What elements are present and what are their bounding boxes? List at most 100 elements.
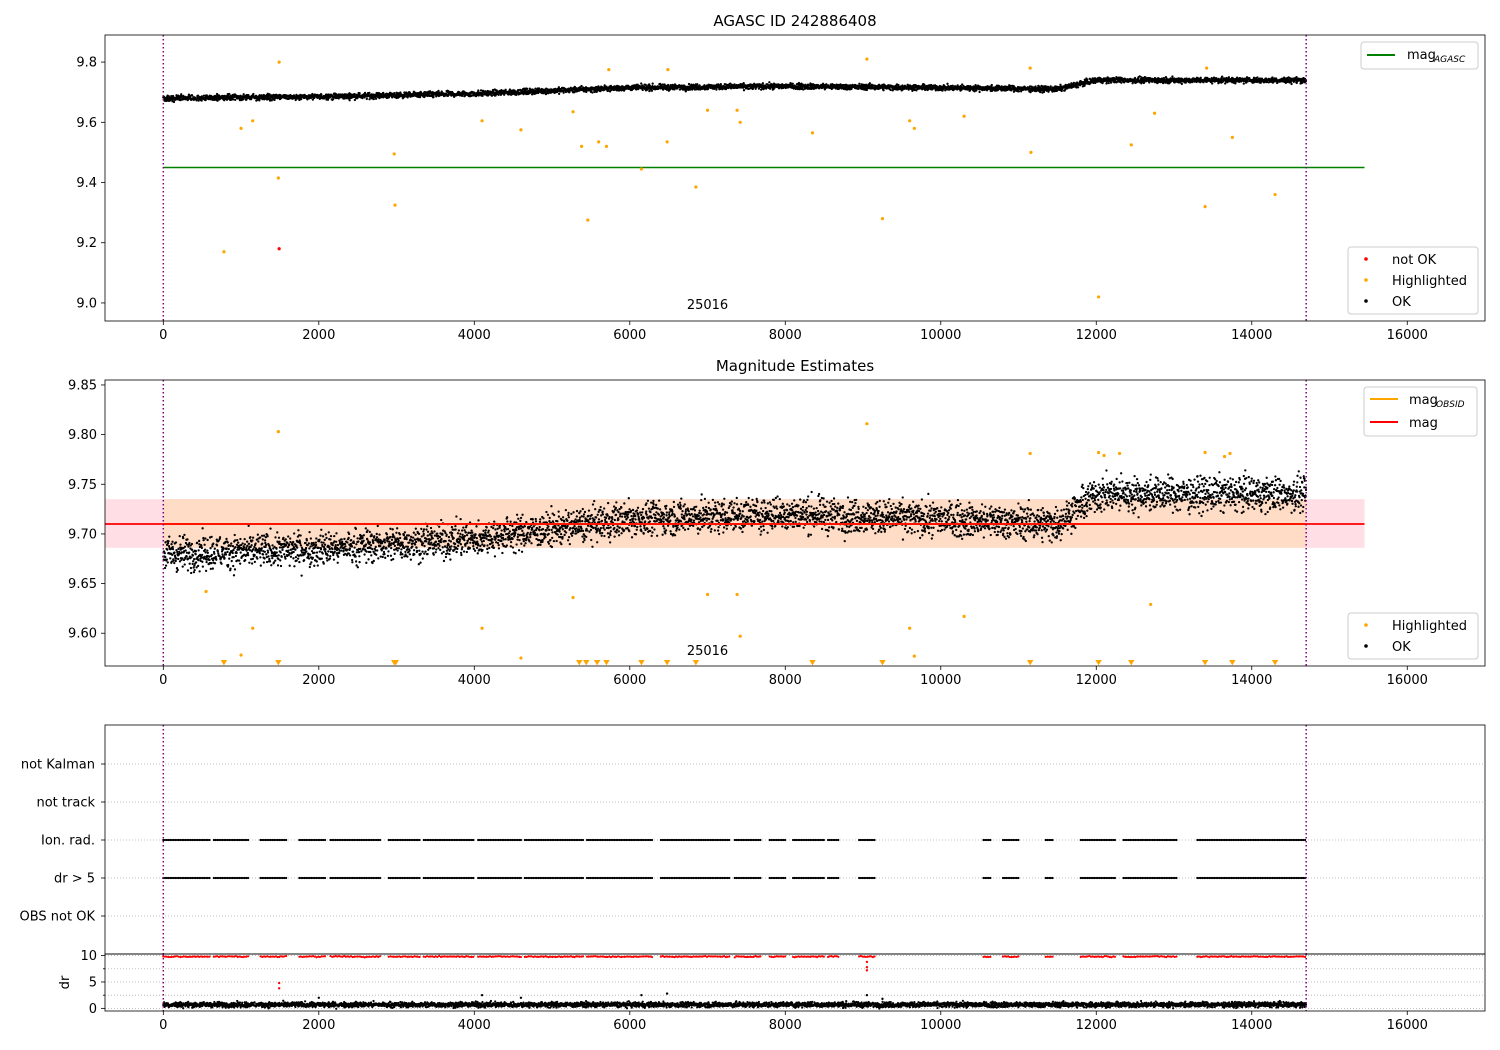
x-tick-label: 10000 — [920, 328, 961, 343]
ok-point — [170, 543, 173, 546]
ok-point — [171, 540, 174, 543]
highlighted-point — [222, 250, 226, 254]
plot-area — [105, 422, 1365, 666]
ok-point — [225, 537, 228, 541]
ok-point — [176, 568, 179, 572]
ok-point — [232, 574, 236, 577]
ok-point — [227, 547, 230, 551]
highlighted-point — [1273, 192, 1277, 197]
x-tick-label: 14000 — [1231, 328, 1272, 343]
ok-point — [201, 527, 204, 530]
ok-point — [197, 558, 200, 562]
ok-point — [1110, 81, 1113, 84]
highlighted-point — [810, 131, 815, 135]
highlighted-point — [1097, 295, 1101, 299]
ok-point — [221, 553, 224, 556]
highlighted-point — [1205, 66, 1209, 70]
ok-point — [1076, 86, 1080, 89]
ok-point — [525, 87, 529, 90]
ok-point — [210, 561, 213, 565]
ok-point — [182, 536, 185, 540]
x-tick-label: 0 — [159, 328, 167, 343]
ok-point — [226, 97, 229, 100]
ok-point — [234, 554, 238, 558]
ok-point — [164, 541, 167, 544]
ok-point — [194, 549, 198, 553]
ok-point — [179, 543, 182, 546]
ok-point — [206, 549, 209, 552]
ok-point — [252, 92, 255, 96]
ok-point — [759, 88, 763, 91]
ok-point — [187, 545, 190, 548]
ok-point — [171, 545, 174, 549]
ok-point — [258, 99, 261, 102]
ok-point — [191, 94, 194, 97]
ok-point — [387, 96, 391, 99]
ok-point — [197, 539, 201, 543]
ok-point — [225, 547, 228, 550]
ok-point — [208, 558, 211, 562]
highlighted-point — [519, 128, 523, 132]
highlighted-point — [239, 126, 243, 130]
ok-point — [191, 554, 195, 557]
ok-point — [165, 558, 168, 561]
ok-point — [1211, 82, 1214, 85]
ok-point — [1180, 82, 1184, 86]
ok-point — [231, 551, 234, 555]
legend-label: mag — [1407, 48, 1436, 63]
ok-point — [175, 557, 178, 560]
not-ok-point — [277, 247, 281, 251]
ok-point — [1223, 82, 1227, 85]
ok-point — [687, 82, 691, 86]
axes-frame — [104, 34, 1486, 322]
y-tick-label: 9.0 — [76, 296, 97, 311]
ok-point — [719, 82, 722, 86]
ok-point — [1221, 75, 1224, 78]
highlighted-point — [912, 126, 916, 130]
ok-point — [192, 566, 195, 569]
ok-point — [234, 98, 237, 102]
ok-point — [651, 82, 654, 85]
ok-point — [233, 568, 237, 571]
ok-point — [173, 551, 176, 554]
ok-point — [216, 99, 219, 102]
ok-point — [211, 567, 214, 570]
highlighted-point — [694, 185, 698, 189]
ok-point — [562, 91, 565, 94]
ok-point — [206, 551, 209, 554]
ok-point — [168, 535, 171, 538]
ok-point — [696, 83, 699, 86]
ok-point — [490, 94, 494, 97]
panel-title: Magnitude Estimates — [716, 357, 874, 375]
ok-point — [183, 545, 187, 548]
ok-point — [189, 566, 193, 570]
highlighted-point — [705, 108, 710, 112]
legend-marker — [1364, 257, 1368, 261]
ok-point — [232, 98, 235, 101]
ok-point — [299, 97, 303, 101]
ok-point — [358, 92, 361, 95]
ok-point — [169, 557, 172, 560]
ok-point — [1171, 75, 1174, 78]
ok-point — [1083, 84, 1086, 87]
ok-point — [882, 89, 885, 92]
ok-point — [266, 92, 269, 95]
ok-point — [228, 92, 231, 96]
ok-point — [194, 553, 197, 556]
highlighted-point — [1152, 111, 1157, 115]
ok-point — [650, 89, 654, 92]
ok-point — [239, 562, 242, 565]
ok-point — [189, 95, 192, 98]
ok-point — [197, 549, 200, 552]
ok-point — [203, 548, 207, 551]
ok-point — [230, 559, 233, 563]
ok-point — [230, 542, 233, 545]
ok-point — [320, 93, 323, 96]
ok-point — [477, 89, 480, 92]
ok-point — [1290, 82, 1293, 86]
ok-point — [857, 87, 860, 90]
ok-point — [372, 97, 375, 101]
highlighted-point — [1029, 150, 1033, 155]
highlighted-point — [393, 203, 397, 207]
